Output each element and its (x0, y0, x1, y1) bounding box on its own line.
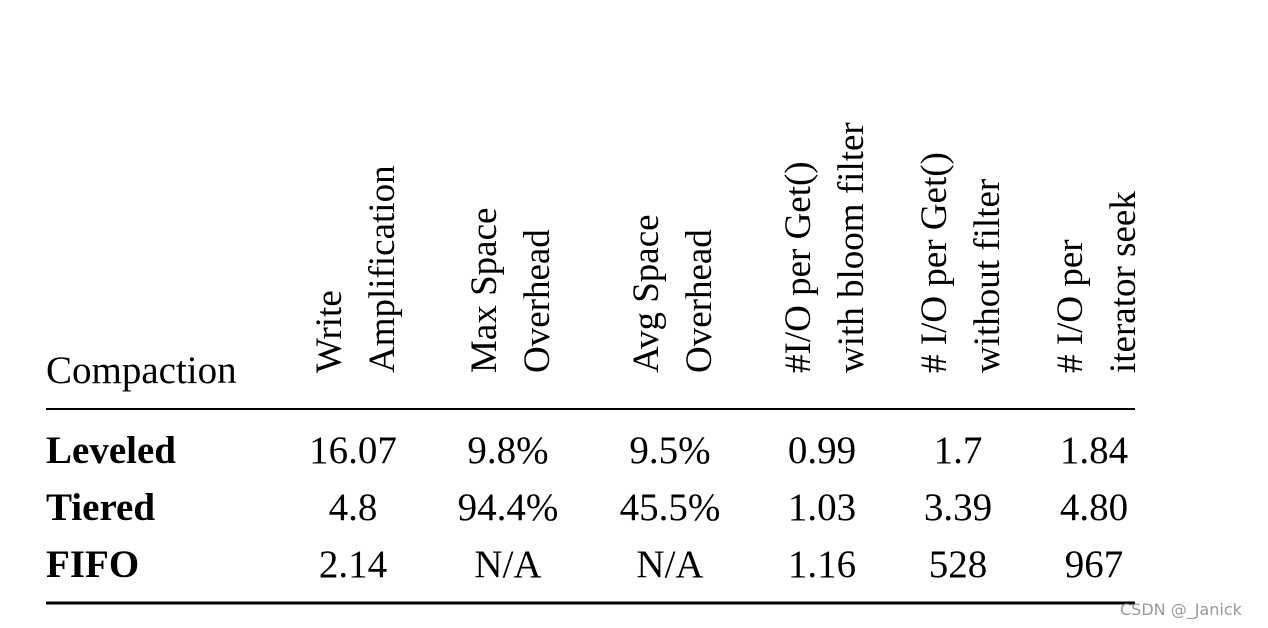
watermark: CSDN @_Janick (1120, 600, 1243, 620)
cell: 967 (1065, 543, 1124, 586)
column-header: #I/O per Get() (778, 161, 819, 373)
cell: 4.80 (1060, 486, 1128, 529)
row-label: FIFO (46, 543, 139, 586)
column-header: iterator seek (1103, 191, 1144, 373)
cell: 0.99 (788, 429, 856, 472)
cell: 94.4% (458, 486, 559, 529)
cell: 3.39 (924, 486, 992, 529)
column-header: Max Space (464, 208, 505, 373)
cell: 9.8% (467, 429, 548, 472)
cell: N/A (474, 543, 541, 586)
cell: 4.8 (329, 486, 378, 529)
column-header: Write (309, 290, 350, 373)
cell: 1.7 (934, 429, 983, 472)
column-header: with bloom filter (831, 122, 872, 373)
column-header: Amplification (362, 165, 403, 373)
cell: 16.07 (309, 429, 397, 472)
cell: 1.84 (1060, 429, 1128, 472)
row-label: Leveled (46, 429, 176, 472)
column-header: # I/O per Get() (914, 152, 955, 373)
row-label: Tiered (46, 486, 155, 529)
cell: 2.14 (319, 543, 387, 586)
column-header: without filter (967, 179, 1008, 373)
cell: 1.16 (788, 543, 856, 586)
column-header: # I/O per (1050, 239, 1091, 373)
column-header: Overhead (679, 229, 720, 373)
cell: 9.5% (629, 429, 710, 472)
corner-header: Compaction (46, 349, 237, 392)
cell: 528 (929, 543, 988, 586)
cell: 45.5% (620, 486, 721, 529)
column-header: Avg Space (626, 214, 667, 373)
cell: N/A (636, 543, 703, 586)
column-header: Overhead (517, 229, 558, 373)
cell: 1.03 (788, 486, 856, 529)
